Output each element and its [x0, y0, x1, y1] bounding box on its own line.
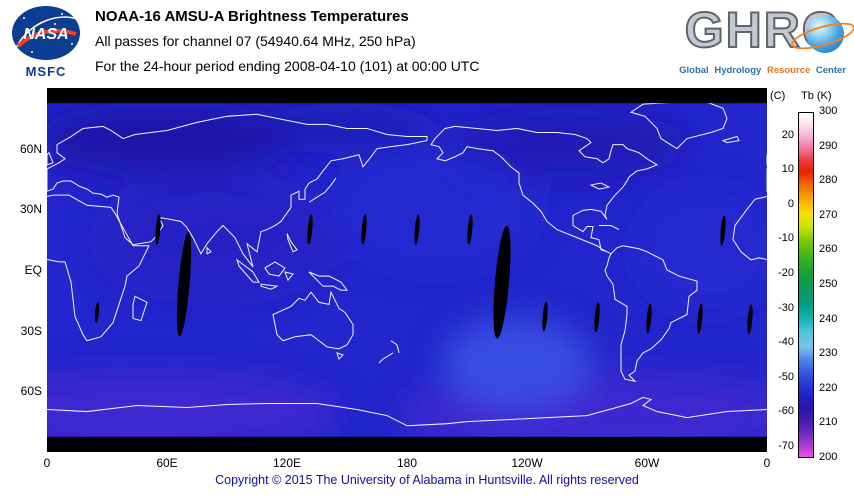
celsius-tick: -70 — [778, 440, 794, 452]
celsius-tick: -30 — [778, 302, 794, 314]
lat-label-60s: 60S — [20, 384, 42, 398]
celsius-tick: 20 — [781, 129, 794, 141]
nasa-logo: NASA — [10, 4, 82, 64]
coastline-java — [260, 283, 279, 290]
tagline-word: Center — [815, 65, 846, 76]
coastline-eurasia — [46, 113, 428, 268]
tagline-word: Hydrology — [714, 65, 762, 76]
coastline-uk — [46, 151, 54, 166]
channel-subtitle: All passes for channel 07 (54940.64 MHz,… — [95, 33, 416, 49]
swath-gap — [361, 214, 367, 245]
tagline-word: Resource — [766, 65, 811, 76]
no-data-band-south — [47, 436, 767, 452]
coastline-new-zealand — [378, 340, 400, 364]
swath-gap — [467, 214, 473, 245]
world-map — [0, 88, 854, 460]
kelvin-tick: 230 — [819, 347, 838, 359]
coastline-australia — [272, 290, 354, 350]
swath-gap — [646, 303, 652, 334]
map-panel — [0, 88, 854, 460]
swath-gap — [697, 303, 703, 334]
coastline-borneo — [264, 261, 286, 277]
coastline-new-guinea — [308, 271, 348, 291]
coastline-sri-lanka — [206, 246, 212, 255]
celsius-tick: -20 — [778, 267, 794, 279]
lon-label-0e: 0 — [763, 456, 771, 470]
nasa-wordmark: NASA — [23, 26, 68, 43]
kelvin-tick: 200 — [819, 451, 838, 463]
kelvin-tick: 220 — [819, 382, 838, 394]
lon-label-60w: 60W — [634, 456, 660, 470]
coastline-sumatra — [236, 258, 260, 283]
ghrc-tagline: Global Hydrology Resource Center — [676, 65, 846, 76]
page-title: NOAA-16 AMSU-A Brightness Temperatures — [95, 8, 409, 25]
no-data-band-north — [47, 88, 767, 104]
lon-label-180: 180 — [396, 456, 418, 470]
globe-icon — [806, 15, 844, 53]
orbit-line — [15, 16, 80, 49]
coastline-philippines — [286, 233, 298, 253]
swath-gap — [594, 302, 600, 333]
kelvin-tick: 260 — [819, 243, 838, 255]
celsius-tick: -10 — [778, 232, 794, 244]
lat-label-30s: 30S — [20, 324, 42, 338]
celsius-tick: 0 — [787, 198, 794, 210]
kelvin-tick: 280 — [819, 174, 838, 186]
period-line: For the 24-hour period ending 2008-04-10… — [95, 58, 480, 74]
lon-label-60e: 60E — [156, 456, 178, 470]
tagline-word: Global — [679, 65, 709, 76]
coastline-antarctica — [0, 402, 408, 427]
swath-gap — [155, 214, 161, 245]
colorbar-celsius-header: (C) — [770, 90, 786, 102]
celsius-tick: -60 — [778, 405, 794, 417]
colorbar-kelvin-header: Tb (K) — [801, 90, 832, 102]
swath-gap — [94, 302, 100, 323]
red-swoosh — [16, 28, 77, 48]
celsius-tick: -50 — [778, 371, 794, 383]
swath-gap — [307, 214, 313, 245]
lon-label-120w: 120W — [511, 456, 543, 470]
kelvin-tick: 240 — [819, 313, 838, 325]
celsius-tick: -40 — [778, 336, 794, 348]
msfc-label: MSFC — [25, 64, 67, 79]
colorbar-gradient — [798, 112, 814, 458]
no-data-areas — [47, 88, 767, 452]
lat-label-60n: 60N — [19, 142, 42, 156]
temperature-variations — [0, 100, 817, 460]
celsius-tick: 10 — [781, 163, 794, 175]
coastline-sulawesi — [284, 271, 294, 282]
kelvin-tick: 250 — [819, 278, 838, 290]
copyright-line: Copyright © 2015 The University of Alaba… — [215, 473, 639, 487]
coastline-tasmania — [336, 352, 344, 360]
coastline-madagascar — [132, 295, 148, 322]
lon-label-0w: 0 — [43, 456, 51, 470]
coastline-japan — [308, 177, 337, 203]
swath-gap — [493, 225, 511, 339]
swath-gap — [176, 231, 192, 337]
swath-gap — [720, 215, 726, 246]
nasa-meatball-icon: NASA — [12, 6, 80, 60]
lon-label-120e: 120E — [272, 456, 302, 470]
ghrc-logo: GHRC Global Hydrology Resource Center — [648, 1, 854, 86]
lat-label-30n: 30N — [19, 202, 42, 216]
swath-gap — [542, 301, 548, 332]
kelvin-tick: 290 — [819, 140, 838, 152]
swath-gap — [747, 304, 753, 335]
kelvin-tick: 210 — [819, 416, 838, 428]
swath-gap — [414, 214, 420, 245]
kelvin-tick: 300 — [819, 105, 838, 117]
lat-label-eq: EQ — [24, 263, 42, 277]
kelvin-tick: 270 — [819, 209, 838, 221]
